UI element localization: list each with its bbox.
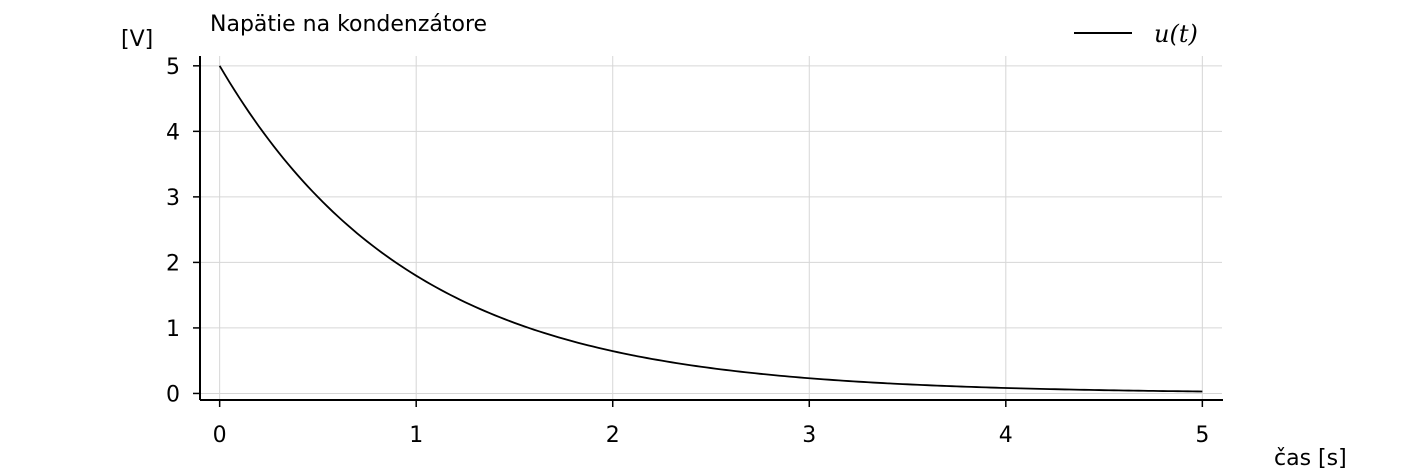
x-axis-label: čas [s] — [1274, 446, 1347, 471]
ticks: 0 1 2 3 4 5 0 1 2 3 4 5 — [166, 55, 1209, 448]
y-tick-label: 0 — [166, 382, 180, 407]
x-tick-label: 2 — [606, 423, 620, 448]
y-tick-label: 2 — [166, 251, 180, 276]
legend-label: u(t) — [1154, 20, 1198, 48]
x-tick-label: 1 — [409, 423, 423, 448]
x-tick-label: 3 — [802, 423, 816, 448]
series-layer — [218, 65, 1203, 393]
y-tick-label: 1 — [166, 317, 180, 342]
y-tick-label: 3 — [166, 186, 180, 211]
y-tick-label: 5 — [166, 55, 180, 80]
y-tick-label: 4 — [166, 120, 180, 145]
axes — [199, 56, 1223, 401]
y-axis-label: [V] — [121, 27, 153, 52]
legend: u(t) — [1074, 20, 1198, 48]
x-tick-label: 0 — [213, 423, 227, 448]
series-line-u — [218, 65, 1203, 393]
x-tick-label: 5 — [1195, 423, 1209, 448]
x-tick-label: 4 — [999, 423, 1013, 448]
chart-title: Napätie na kondenzátore — [210, 12, 487, 37]
grid — [200, 56, 1222, 400]
